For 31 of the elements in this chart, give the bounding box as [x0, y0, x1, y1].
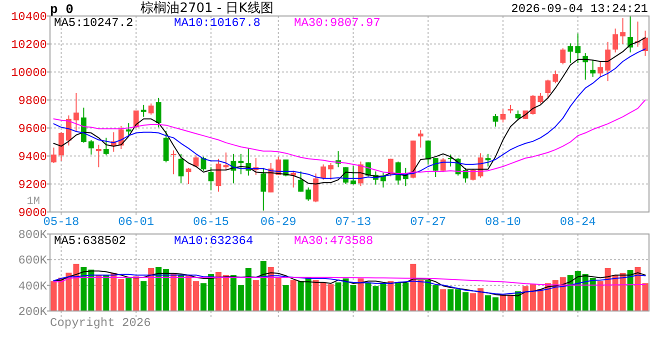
x-tick-label: 08-10	[484, 215, 521, 229]
y-tick-label: 400K	[18, 279, 48, 294]
annotation: p 0	[50, 2, 74, 17]
x-tick-label: 07-13	[335, 215, 372, 229]
legend-item: MA30:9807.97	[294, 16, 380, 30]
x-tick-label: 06-01	[118, 215, 154, 229]
y-tick-label: 10400	[10, 10, 47, 24]
y-tick-label: 800K	[18, 228, 48, 242]
x-tick-label: 05-18	[43, 215, 80, 229]
x-tick-label: 08-24	[560, 215, 596, 229]
legend-item: MA5:638502	[54, 234, 126, 248]
y-tick-label: 10200	[10, 38, 47, 52]
text: Copyright 2026	[50, 316, 151, 330]
line-series	[53, 276, 646, 286]
y-tick-label: 200K	[18, 305, 48, 319]
legend-item: MA5:10247.2	[54, 16, 134, 30]
legend-item: MA30:473588	[294, 234, 374, 248]
y-tick-label: 9600	[18, 122, 47, 136]
y-tick-label: 10000	[10, 66, 47, 80]
text: 1M	[26, 196, 40, 208]
x-tick-label: 07-27	[410, 215, 446, 229]
legend-item: MA10:632364	[174, 234, 254, 248]
x-tick-label: 06-15	[192, 215, 229, 229]
legend-item: MA10:10167.8	[174, 16, 260, 30]
y-tick-label: 9400	[18, 150, 47, 164]
chart-title: 棕榈油2701 - 日K线图	[140, 1, 274, 16]
y-tick-label: 9800	[18, 94, 47, 108]
annotation: 2026-09-04 13:24:21	[511, 2, 648, 16]
y-tick-label: 9200	[18, 178, 47, 192]
y-tick-label: 600K	[18, 254, 48, 268]
x-tick-label: 06-29	[260, 215, 296, 229]
